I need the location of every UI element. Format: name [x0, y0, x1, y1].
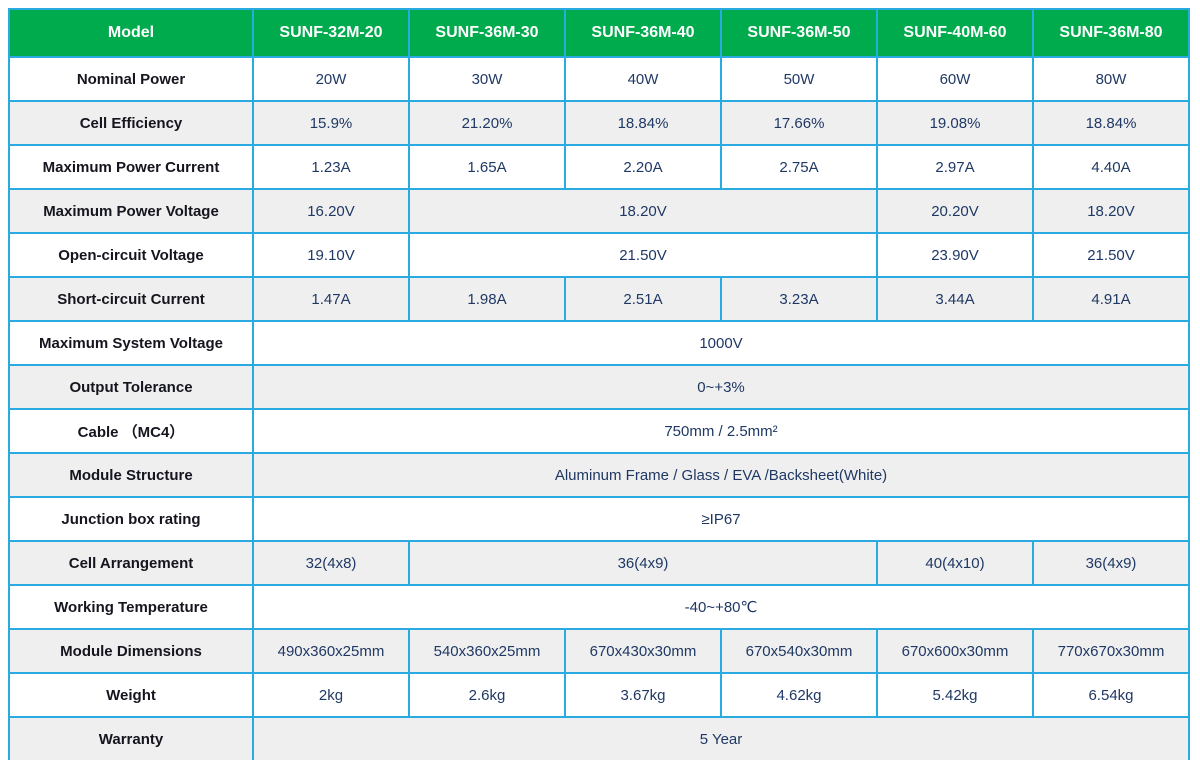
row-label: Maximum Power Voltage — [8, 188, 254, 234]
spec-value-cell: 80W — [1032, 56, 1190, 102]
spec-row: Open-circuit Voltage 19.10V 21.50V 23.90V 21… — [8, 232, 1190, 278]
spec-row: Maximum System Voltage 1000V — [8, 320, 1190, 366]
row-label: Cell Efficiency — [8, 100, 254, 146]
spec-row: Nominal Power 20W 30W 40W 50W 60W 80W — [8, 56, 1190, 102]
row-label: Maximum System Voltage — [8, 320, 254, 366]
spec-row: Module Structure Aluminum Frame / Glass /… — [8, 452, 1190, 498]
spec-row: Maximum Power Current 1.23A 1.65A 2.20A 2.75… — [8, 144, 1190, 190]
model-header-row: Model SUNF-32M-20 SUNF-36M-30 SUNF-36M-40 S… — [8, 8, 1190, 58]
spec-value-cell: 40(4x10) — [876, 540, 1034, 586]
spec-row: Short-circuit Current 1.47A 1.98A 2.51A 3.23… — [8, 276, 1190, 322]
spec-row: Module Dimensions 490x360x25mm 540x360x25m… — [8, 628, 1190, 674]
spec-value-cell: 36(4x9) — [408, 540, 878, 586]
spec-value-cell: 21.50V — [408, 232, 878, 278]
spec-value-cell: 60W — [876, 56, 1034, 102]
row-label: Nominal Power — [8, 56, 254, 102]
column-header-sunf-36m-80: SUNF-36M-80 — [1032, 8, 1190, 58]
spec-value-cell: 4.40A — [1032, 144, 1190, 190]
spec-row: Maximum Power Voltage 16.20V 18.20V 20.20V 1… — [8, 188, 1190, 234]
spec-value-cell: 17.66% — [720, 100, 878, 146]
spec-value-cell: 21.20% — [408, 100, 566, 146]
spec-value-cell: 5.42kg — [876, 672, 1034, 718]
spec-value-cell: 1.23A — [252, 144, 410, 190]
spec-value-cell: 2.51A — [564, 276, 722, 322]
spec-value-cell: 2.97A — [876, 144, 1034, 190]
spec-row: Working Temperature -40~+80℃ — [8, 584, 1190, 630]
column-header-sunf-32m-20: SUNF-32M-20 — [252, 8, 410, 58]
spec-value-cell: ≥IP67 — [252, 496, 1190, 542]
spec-table-head: Model SUNF-32M-20 SUNF-36M-30 SUNF-36M-40 S… — [8, 8, 1190, 58]
spec-value-cell: 16.20V — [252, 188, 410, 234]
row-label: Module Dimensions — [8, 628, 254, 674]
spec-value-cell: 50W — [720, 56, 878, 102]
spec-row: Cell Efficiency 15.9% 21.20% 18.84% 17.66% 19… — [8, 100, 1190, 146]
row-label: Working Temperature — [8, 584, 254, 630]
spec-value-cell: 2.6kg — [408, 672, 566, 718]
spec-value-cell: 4.62kg — [720, 672, 878, 718]
spec-value-cell: 3.67kg — [564, 672, 722, 718]
row-label: Warranty — [8, 716, 254, 760]
spec-value-cell: 30W — [408, 56, 566, 102]
spec-value-cell: 21.50V — [1032, 232, 1190, 278]
row-label: Short-circuit Current — [8, 276, 254, 322]
row-label: Cable （MC4） — [8, 408, 254, 454]
spec-value-cell: 1000V — [252, 320, 1190, 366]
solar-panel-spec-table: Model SUNF-32M-20 SUNF-36M-30 SUNF-36M-40 S… — [8, 8, 1190, 760]
spec-row: Cable （MC4） 750mm / 2.5mm² — [8, 408, 1190, 454]
spec-row: Warranty 5 Year — [8, 716, 1190, 760]
spec-value-cell: 1.65A — [408, 144, 566, 190]
spec-table-body: Nominal Power 20W 30W 40W 50W 60W 80W Cell Effi… — [8, 56, 1190, 760]
spec-value-cell: 540x360x25mm — [408, 628, 566, 674]
column-header-sunf-36m-30: SUNF-36M-30 — [408, 8, 566, 58]
spec-row: Junction box rating ≥IP67 — [8, 496, 1190, 542]
row-label: Module Structure — [8, 452, 254, 498]
column-header-sunf-36m-40: SUNF-36M-40 — [564, 8, 722, 58]
spec-value-cell: 18.84% — [1032, 100, 1190, 146]
spec-value-cell: 750mm / 2.5mm² — [252, 408, 1190, 454]
spec-value-cell: 23.90V — [876, 232, 1034, 278]
spec-value-cell: 3.44A — [876, 276, 1034, 322]
spec-value-cell: 1.98A — [408, 276, 566, 322]
spec-value-cell: -40~+80℃ — [252, 584, 1190, 630]
spec-value-cell: 0~+3% — [252, 364, 1190, 410]
column-header-sunf-36m-50: SUNF-36M-50 — [720, 8, 878, 58]
spec-value-cell: 4.91A — [1032, 276, 1190, 322]
spec-value-cell: 490x360x25mm — [252, 628, 410, 674]
spec-value-cell: 20.20V — [876, 188, 1034, 234]
spec-value-cell: Aluminum Frame / Glass / EVA /Backsheet(… — [252, 452, 1190, 498]
spec-row: Cell Arrangement 32(4x8) 36(4x9) 40(4x10) 36… — [8, 540, 1190, 586]
row-label: Cell Arrangement — [8, 540, 254, 586]
spec-value-cell: 19.08% — [876, 100, 1034, 146]
spec-value-cell: 3.23A — [720, 276, 878, 322]
spec-value-cell: 2kg — [252, 672, 410, 718]
spec-row: Output Tolerance 0~+3% — [8, 364, 1190, 410]
spec-value-cell: 18.84% — [564, 100, 722, 146]
row-label: Junction box rating — [8, 496, 254, 542]
spec-value-cell: 15.9% — [252, 100, 410, 146]
spec-value-cell: 2.20A — [564, 144, 722, 190]
row-label: Open-circuit Voltage — [8, 232, 254, 278]
column-header-sunf-40m-60: SUNF-40M-60 — [876, 8, 1034, 58]
model-header-cell: Model — [8, 8, 254, 58]
spec-value-cell: 18.20V — [1032, 188, 1190, 234]
spec-value-cell: 32(4x8) — [252, 540, 410, 586]
spec-value-cell: 20W — [252, 56, 410, 102]
spec-value-cell: 670x430x30mm — [564, 628, 722, 674]
spec-value-cell: 2.75A — [720, 144, 878, 190]
row-label: Output Tolerance — [8, 364, 254, 410]
spec-value-cell: 770x670x30mm — [1032, 628, 1190, 674]
spec-value-cell: 36(4x9) — [1032, 540, 1190, 586]
spec-value-cell: 5 Year — [252, 716, 1190, 760]
spec-value-cell: 1.47A — [252, 276, 410, 322]
row-label: Weight — [8, 672, 254, 718]
spec-value-cell: 6.54kg — [1032, 672, 1190, 718]
spec-value-cell: 19.10V — [252, 232, 410, 278]
spec-value-cell: 40W — [564, 56, 722, 102]
spec-value-cell: 670x540x30mm — [720, 628, 878, 674]
spec-row: Weight 2kg 2.6kg 3.67kg 4.62kg 5.42kg 6.54kg — [8, 672, 1190, 718]
spec-value-cell: 670x600x30mm — [876, 628, 1034, 674]
row-label: Maximum Power Current — [8, 144, 254, 190]
spec-value-cell: 18.20V — [408, 188, 878, 234]
